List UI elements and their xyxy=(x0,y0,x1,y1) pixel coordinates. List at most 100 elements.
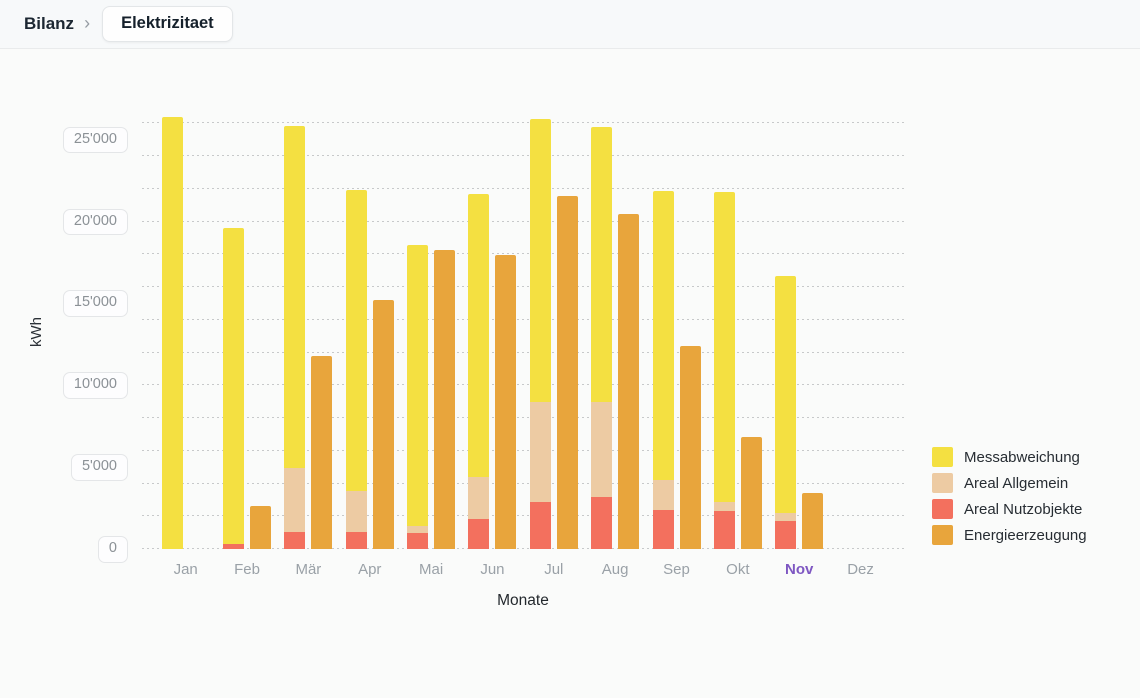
consumption-bar-jul[interactable] xyxy=(529,119,551,549)
consumption-bar-nov[interactable] xyxy=(775,276,797,549)
segment-messabweichung-apr[interactable] xyxy=(345,189,367,491)
segment-areal-nutzobjekte-mai[interactable] xyxy=(407,533,429,549)
consumption-bar-feb[interactable] xyxy=(223,228,245,549)
legend-item-areal-nutzobjekte[interactable]: Areal Nutzobjekte xyxy=(932,499,1087,519)
consumption-bar-aug[interactable] xyxy=(591,126,613,549)
gridline xyxy=(142,384,906,386)
legend-label: Messabweichung xyxy=(964,448,1080,466)
x-tick-m-r[interactable]: Mär xyxy=(295,561,322,578)
segment-areal-nutzobjekte-feb[interactable] xyxy=(223,544,245,549)
segment-areal-allgemein-m-r[interactable] xyxy=(284,467,306,532)
segment-areal-nutzobjekte-nov[interactable] xyxy=(775,521,797,549)
segment-areal-nutzobjekte-jun[interactable] xyxy=(468,518,490,549)
legend-item-messabweichung[interactable]: Messabweichung xyxy=(932,447,1087,467)
segment-messabweichung-m-r[interactable] xyxy=(284,125,306,468)
consumption-bar-m-r[interactable] xyxy=(284,125,306,549)
x-tick-jul[interactable]: Jul xyxy=(544,561,564,578)
production-bar-aug[interactable] xyxy=(618,214,640,549)
segment-areal-allgemein-okt[interactable] xyxy=(713,501,735,512)
x-axis-title: Monate xyxy=(497,592,549,609)
production-bar-jun[interactable] xyxy=(495,255,517,549)
production-bar-jul[interactable] xyxy=(556,196,578,549)
gridline xyxy=(142,253,906,255)
segment-areal-nutzobjekte-sep[interactable] xyxy=(652,509,674,549)
segment-areal-allgemein-jul[interactable] xyxy=(529,402,551,502)
x-tick-mai[interactable]: Mai xyxy=(419,561,444,578)
segment-areal-nutzobjekte-m-r[interactable] xyxy=(284,531,306,549)
gridline xyxy=(142,515,906,517)
segment-areal-allgemein-apr[interactable] xyxy=(345,490,367,532)
production-bar-m-r[interactable] xyxy=(311,355,333,549)
production-bar-mai[interactable] xyxy=(434,250,456,549)
legend-label: Energieerzeugung xyxy=(964,526,1087,544)
segment-messabweichung-nov[interactable] xyxy=(775,276,797,513)
production-bar-sep[interactable] xyxy=(679,345,701,549)
production-bar-feb[interactable] xyxy=(250,506,272,549)
gridline xyxy=(142,187,906,189)
segment-messabweichung-mai[interactable] xyxy=(407,245,429,527)
x-tick-sep[interactable]: Sep xyxy=(663,561,690,578)
gridline xyxy=(142,318,906,320)
segment-areal-nutzobjekte-apr[interactable] xyxy=(345,531,367,549)
consumption-bar-apr[interactable] xyxy=(345,189,367,549)
consumption-bar-sep[interactable] xyxy=(652,191,674,549)
production-bar-okt[interactable] xyxy=(740,436,762,549)
legend-swatch-areal-allgemein xyxy=(932,473,953,493)
segment-messabweichung-jan[interactable] xyxy=(161,116,183,549)
breadcrumb-separator-icon: › xyxy=(84,12,91,33)
chart-legend: Messabweichung Areal Allgemein Areal Nutzo… xyxy=(932,447,1087,551)
segment-messabweichung-sep[interactable] xyxy=(652,191,674,481)
legend-item-energieerzeugung[interactable]: Energieerzeugung xyxy=(932,525,1087,545)
production-bar-apr[interactable] xyxy=(372,300,394,549)
consumption-bar-mai[interactable] xyxy=(407,245,429,549)
gridline xyxy=(142,548,906,549)
gridline xyxy=(142,351,906,353)
x-tick-jun[interactable]: Jun xyxy=(480,561,505,578)
segment-messabweichung-okt[interactable] xyxy=(713,192,735,502)
y-tick-5-000: 5'000 xyxy=(70,454,128,481)
segment-messabweichung-feb[interactable] xyxy=(223,228,245,545)
consumption-bar-jan[interactable] xyxy=(161,116,183,549)
consumption-bar-okt[interactable] xyxy=(713,192,735,549)
plot-area xyxy=(142,90,906,549)
legend-label: Areal Allgemein xyxy=(964,474,1069,492)
top-bar: Bilanz › Elektrizitaet xyxy=(0,0,1140,49)
segment-messabweichung-aug[interactable] xyxy=(591,126,613,402)
y-tick-0: 0 xyxy=(97,536,128,563)
x-tick-apr[interactable]: Apr xyxy=(358,561,382,578)
segment-areal-allgemein-jun[interactable] xyxy=(468,476,490,519)
gridline xyxy=(142,482,906,484)
x-tick-feb[interactable]: Feb xyxy=(234,561,260,578)
x-tick-okt[interactable]: Okt xyxy=(726,561,750,578)
segment-areal-allgemein-mai[interactable] xyxy=(407,526,429,534)
gridline xyxy=(142,155,906,156)
production-bar-nov[interactable] xyxy=(802,492,824,549)
segment-areal-nutzobjekte-jul[interactable] xyxy=(529,501,551,549)
segment-areal-allgemein-aug[interactable] xyxy=(591,401,613,498)
legend-swatch-areal-nutzobjekte xyxy=(932,499,953,519)
gridline xyxy=(142,449,906,451)
legend-label: Areal Nutzobjekte xyxy=(964,500,1083,518)
gridline xyxy=(142,122,906,124)
x-tick-jan[interactable]: Jan xyxy=(173,561,198,578)
segment-areal-nutzobjekte-okt[interactable] xyxy=(713,511,735,549)
legend-swatch-energieerzeugung xyxy=(932,525,953,545)
segment-areal-allgemein-sep[interactable] xyxy=(652,480,674,510)
gridline xyxy=(142,286,906,287)
y-tick-25-000: 25'000 xyxy=(62,126,128,154)
legend-item-areal-allgemein[interactable]: Areal Allgemein xyxy=(932,473,1087,493)
segment-areal-allgemein-nov[interactable] xyxy=(775,512,797,522)
breadcrumb-bilanz[interactable]: Bilanz xyxy=(24,14,75,33)
y-tick-15-000: 15'000 xyxy=(62,290,128,317)
gridline xyxy=(142,220,906,222)
consumption-bar-jun[interactable] xyxy=(468,194,490,549)
segment-areal-nutzobjekte-aug[interactable] xyxy=(591,497,613,549)
x-tick-aug[interactable]: Aug xyxy=(601,561,629,578)
x-tick-dez[interactable]: Dez xyxy=(847,561,874,578)
y-tick-10-000: 10'000 xyxy=(62,372,128,399)
x-tick-nov[interactable]: Nov xyxy=(785,561,814,578)
segment-messabweichung-jun[interactable] xyxy=(468,194,490,477)
page-chip-elektrizitaet[interactable]: Elektrizitaet xyxy=(102,6,233,42)
segment-messabweichung-jul[interactable] xyxy=(529,119,551,403)
